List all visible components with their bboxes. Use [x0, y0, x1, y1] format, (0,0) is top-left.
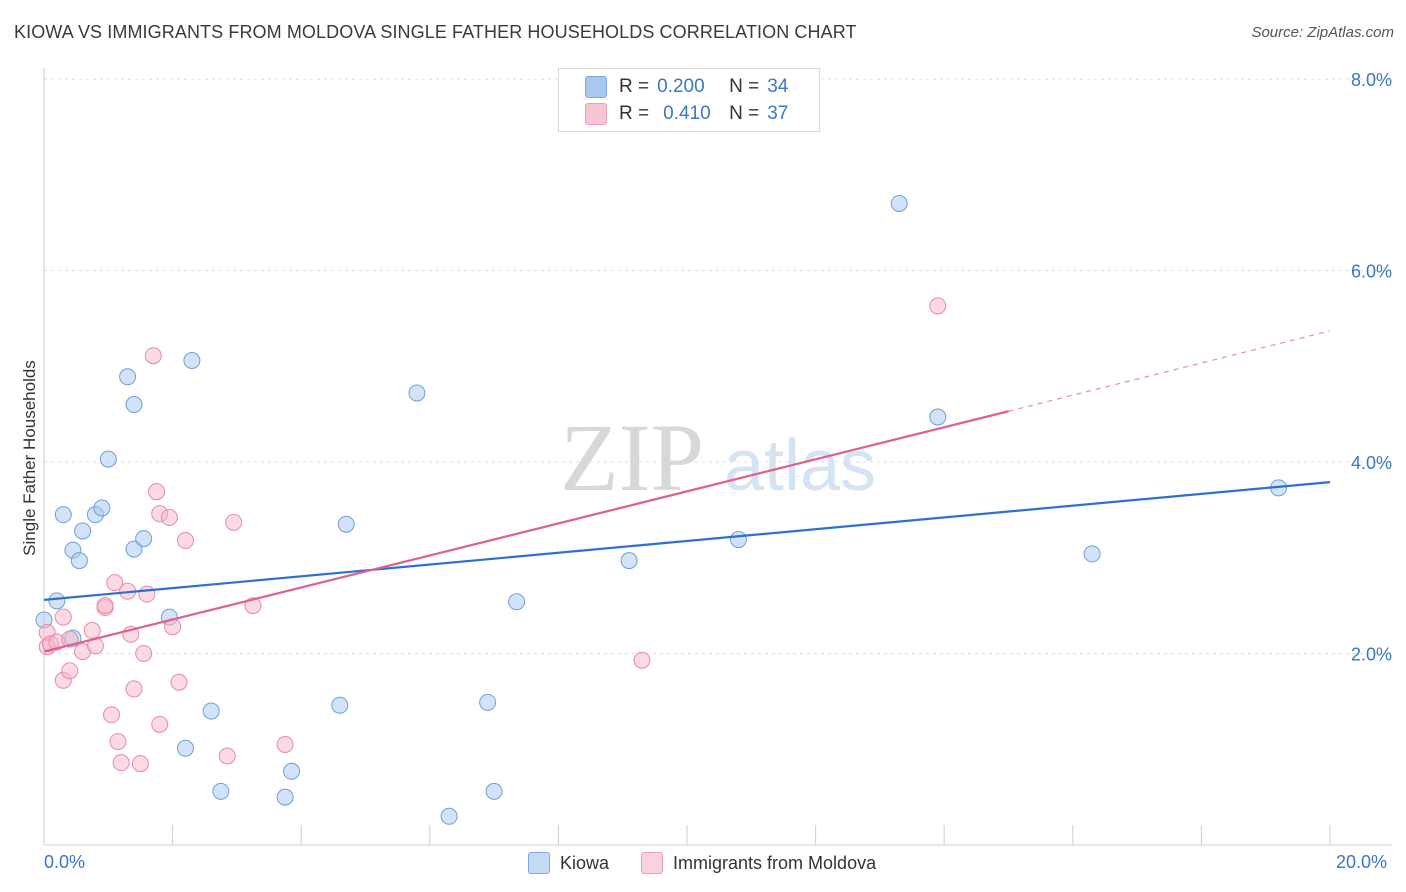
series-label-kiowa: Kiowa [560, 852, 610, 873]
data-point[interactable] [620, 552, 638, 570]
data-point[interactable] [276, 788, 294, 806]
data-point[interactable] [148, 483, 166, 501]
grid-layer [44, 78, 1392, 654]
legend-n-value: 34 [767, 76, 789, 97]
data-point[interactable] [202, 702, 220, 720]
data-point[interactable] [106, 574, 124, 592]
trend-line-kiowa [43, 481, 1331, 601]
legend-n-value: 37 [767, 103, 789, 124]
data-point[interactable] [135, 645, 153, 662]
series-swatch-kiowa [528, 852, 550, 874]
y-tick-labels: 2.0% 4.0% 6.0% 8.0% [1351, 70, 1392, 665]
series-legend: Kiowa Immigrants from Moldova [528, 852, 908, 874]
data-point[interactable] [125, 540, 143, 558]
chart-title: KIOWA VS IMMIGRANTS FROM MOLDOVA SINGLE … [14, 22, 857, 42]
series-kiowa-points [35, 194, 1288, 825]
data-point[interactable] [103, 706, 121, 724]
data-point[interactable] [183, 352, 201, 370]
data-point[interactable] [508, 593, 526, 611]
data-point[interactable] [176, 532, 194, 550]
data-point[interactable] [331, 696, 349, 714]
data-point[interactable] [54, 506, 72, 524]
watermark-atlas: atlas [724, 426, 876, 506]
data-point[interactable] [119, 368, 137, 386]
data-point[interactable] [74, 522, 92, 540]
data-point[interactable] [485, 782, 503, 800]
data-point[interactable] [337, 515, 355, 533]
data-point[interactable] [212, 782, 230, 800]
source-label: Source: ZipAtlas.com [1251, 24, 1394, 41]
x-axis-min-label: 0.0% [44, 852, 86, 872]
data-point[interactable] [929, 408, 947, 426]
watermark-zip: ZIP [560, 404, 704, 511]
data-point[interactable] [125, 680, 143, 698]
data-point[interactable] [112, 754, 130, 772]
data-point[interactable] [633, 651, 651, 669]
y-tick-label: 6.0% [1351, 262, 1392, 282]
legend-row-kiowa: R = 0.200 N = 34 [585, 76, 788, 98]
legend-r-label: R = [619, 76, 650, 97]
watermark: ZIP atlas [560, 404, 876, 511]
legend-r-value: 0.200 [657, 76, 705, 97]
data-point[interactable] [160, 509, 178, 527]
trend-layer [43, 330, 1331, 653]
series-legend-kiowa[interactable]: Kiowa [528, 852, 609, 874]
data-point[interactable] [440, 807, 458, 825]
data-point[interactable] [61, 662, 79, 680]
data-point[interactable] [125, 396, 143, 414]
legend-r-value: 0.410 [663, 103, 711, 124]
legend-swatch-moldova [585, 103, 607, 125]
data-point[interactable] [890, 194, 908, 212]
data-point[interactable] [93, 499, 111, 517]
data-point[interactable] [54, 608, 72, 626]
data-point[interactable] [929, 297, 947, 315]
trend-line-extension [1008, 330, 1331, 412]
data-point[interactable] [170, 673, 188, 691]
data-point[interactable] [99, 450, 117, 468]
data-point[interactable] [144, 347, 162, 365]
data-point[interactable] [283, 762, 301, 780]
axes-layer [43, 68, 1392, 846]
data-point[interactable] [479, 693, 497, 711]
data-point[interactable] [408, 384, 426, 402]
data-point[interactable] [96, 597, 114, 615]
series-legend-moldova[interactable]: Immigrants from Moldova [641, 852, 876, 874]
legend-row-moldova: R = 0.410 N = 37 [585, 103, 788, 125]
series-swatch-moldova [641, 852, 664, 874]
data-point[interactable] [70, 552, 88, 570]
correlation-legend: R = 0.200 N = 34 R = 0.410 N = 37 [558, 68, 820, 132]
y-tick-label: 2.0% [1351, 645, 1392, 665]
data-point[interactable] [1083, 545, 1101, 563]
data-point[interactable] [276, 735, 294, 753]
data-point[interactable] [176, 739, 194, 757]
data-point[interactable] [218, 747, 236, 765]
data-point[interactable] [48, 592, 66, 610]
y-tick-label: 8.0% [1351, 70, 1392, 90]
trend-line-moldova [43, 410, 1009, 653]
x-axis-max-label: 20.0% [1336, 852, 1388, 872]
data-point[interactable] [131, 755, 149, 773]
data-point[interactable] [138, 585, 156, 603]
series-label-moldova: Immigrants from Moldova [673, 852, 877, 873]
legend-swatch-kiowa [585, 76, 607, 98]
legend-n-label: N = [729, 76, 760, 97]
legend-n-label: N = [729, 103, 760, 124]
data-point[interactable] [151, 715, 169, 733]
data-point[interactable] [83, 622, 101, 640]
data-point[interactable] [729, 531, 747, 549]
y-tick-label: 4.0% [1351, 453, 1392, 473]
data-point[interactable] [135, 530, 153, 548]
data-point[interactable] [109, 733, 127, 751]
data-point[interactable] [225, 513, 243, 531]
legend-r-label: R = [619, 103, 650, 124]
